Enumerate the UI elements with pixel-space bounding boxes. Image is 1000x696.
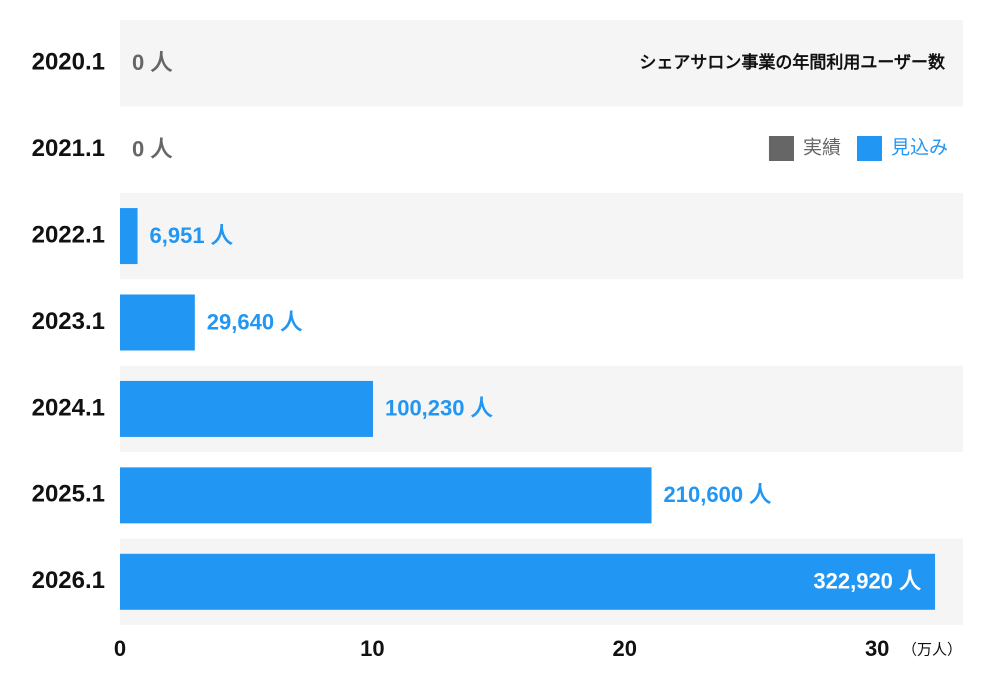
legend-label: 見込み [891, 137, 948, 159]
row-band [120, 20, 963, 107]
y-tick-label: 2024.1 [32, 394, 105, 421]
bar [120, 553, 936, 610]
bar [120, 467, 652, 524]
value-label: 322,920 人 [813, 569, 921, 594]
bar [120, 294, 195, 351]
chart-title: シェアサロン事業の年間利用ユーザー数 [639, 52, 946, 73]
y-tick-label: 2020.1 [32, 49, 105, 76]
row-band [120, 192, 963, 280]
value-label: 0 人 [132, 50, 172, 75]
x-tick-label: 0 [114, 636, 126, 661]
value-label: 6,951 人 [150, 223, 233, 248]
bar [120, 208, 138, 265]
legend-swatch [768, 136, 794, 161]
y-tick-label: 2026.1 [32, 567, 105, 594]
value-label: 0 人 [132, 136, 172, 161]
value-label: 29,640 人 [207, 309, 302, 334]
x-tick-label: 20 [613, 636, 637, 661]
y-tick-label: 2025.1 [32, 481, 105, 508]
value-label: 100,230 人 [385, 396, 493, 421]
x-tick-label: 30 [865, 636, 889, 661]
y-tick-label: 2022.1 [32, 221, 105, 248]
legend-swatch [856, 136, 882, 161]
y-tick-label: 2021.1 [32, 135, 105, 162]
x-tick-label: 10 [360, 636, 384, 661]
legend-label: 実績 [803, 137, 841, 159]
y-tick-label: 2023.1 [32, 308, 105, 335]
value-label: 210,600 人 [664, 482, 772, 507]
x-unit: （万人） [902, 641, 962, 659]
bar [120, 380, 373, 437]
